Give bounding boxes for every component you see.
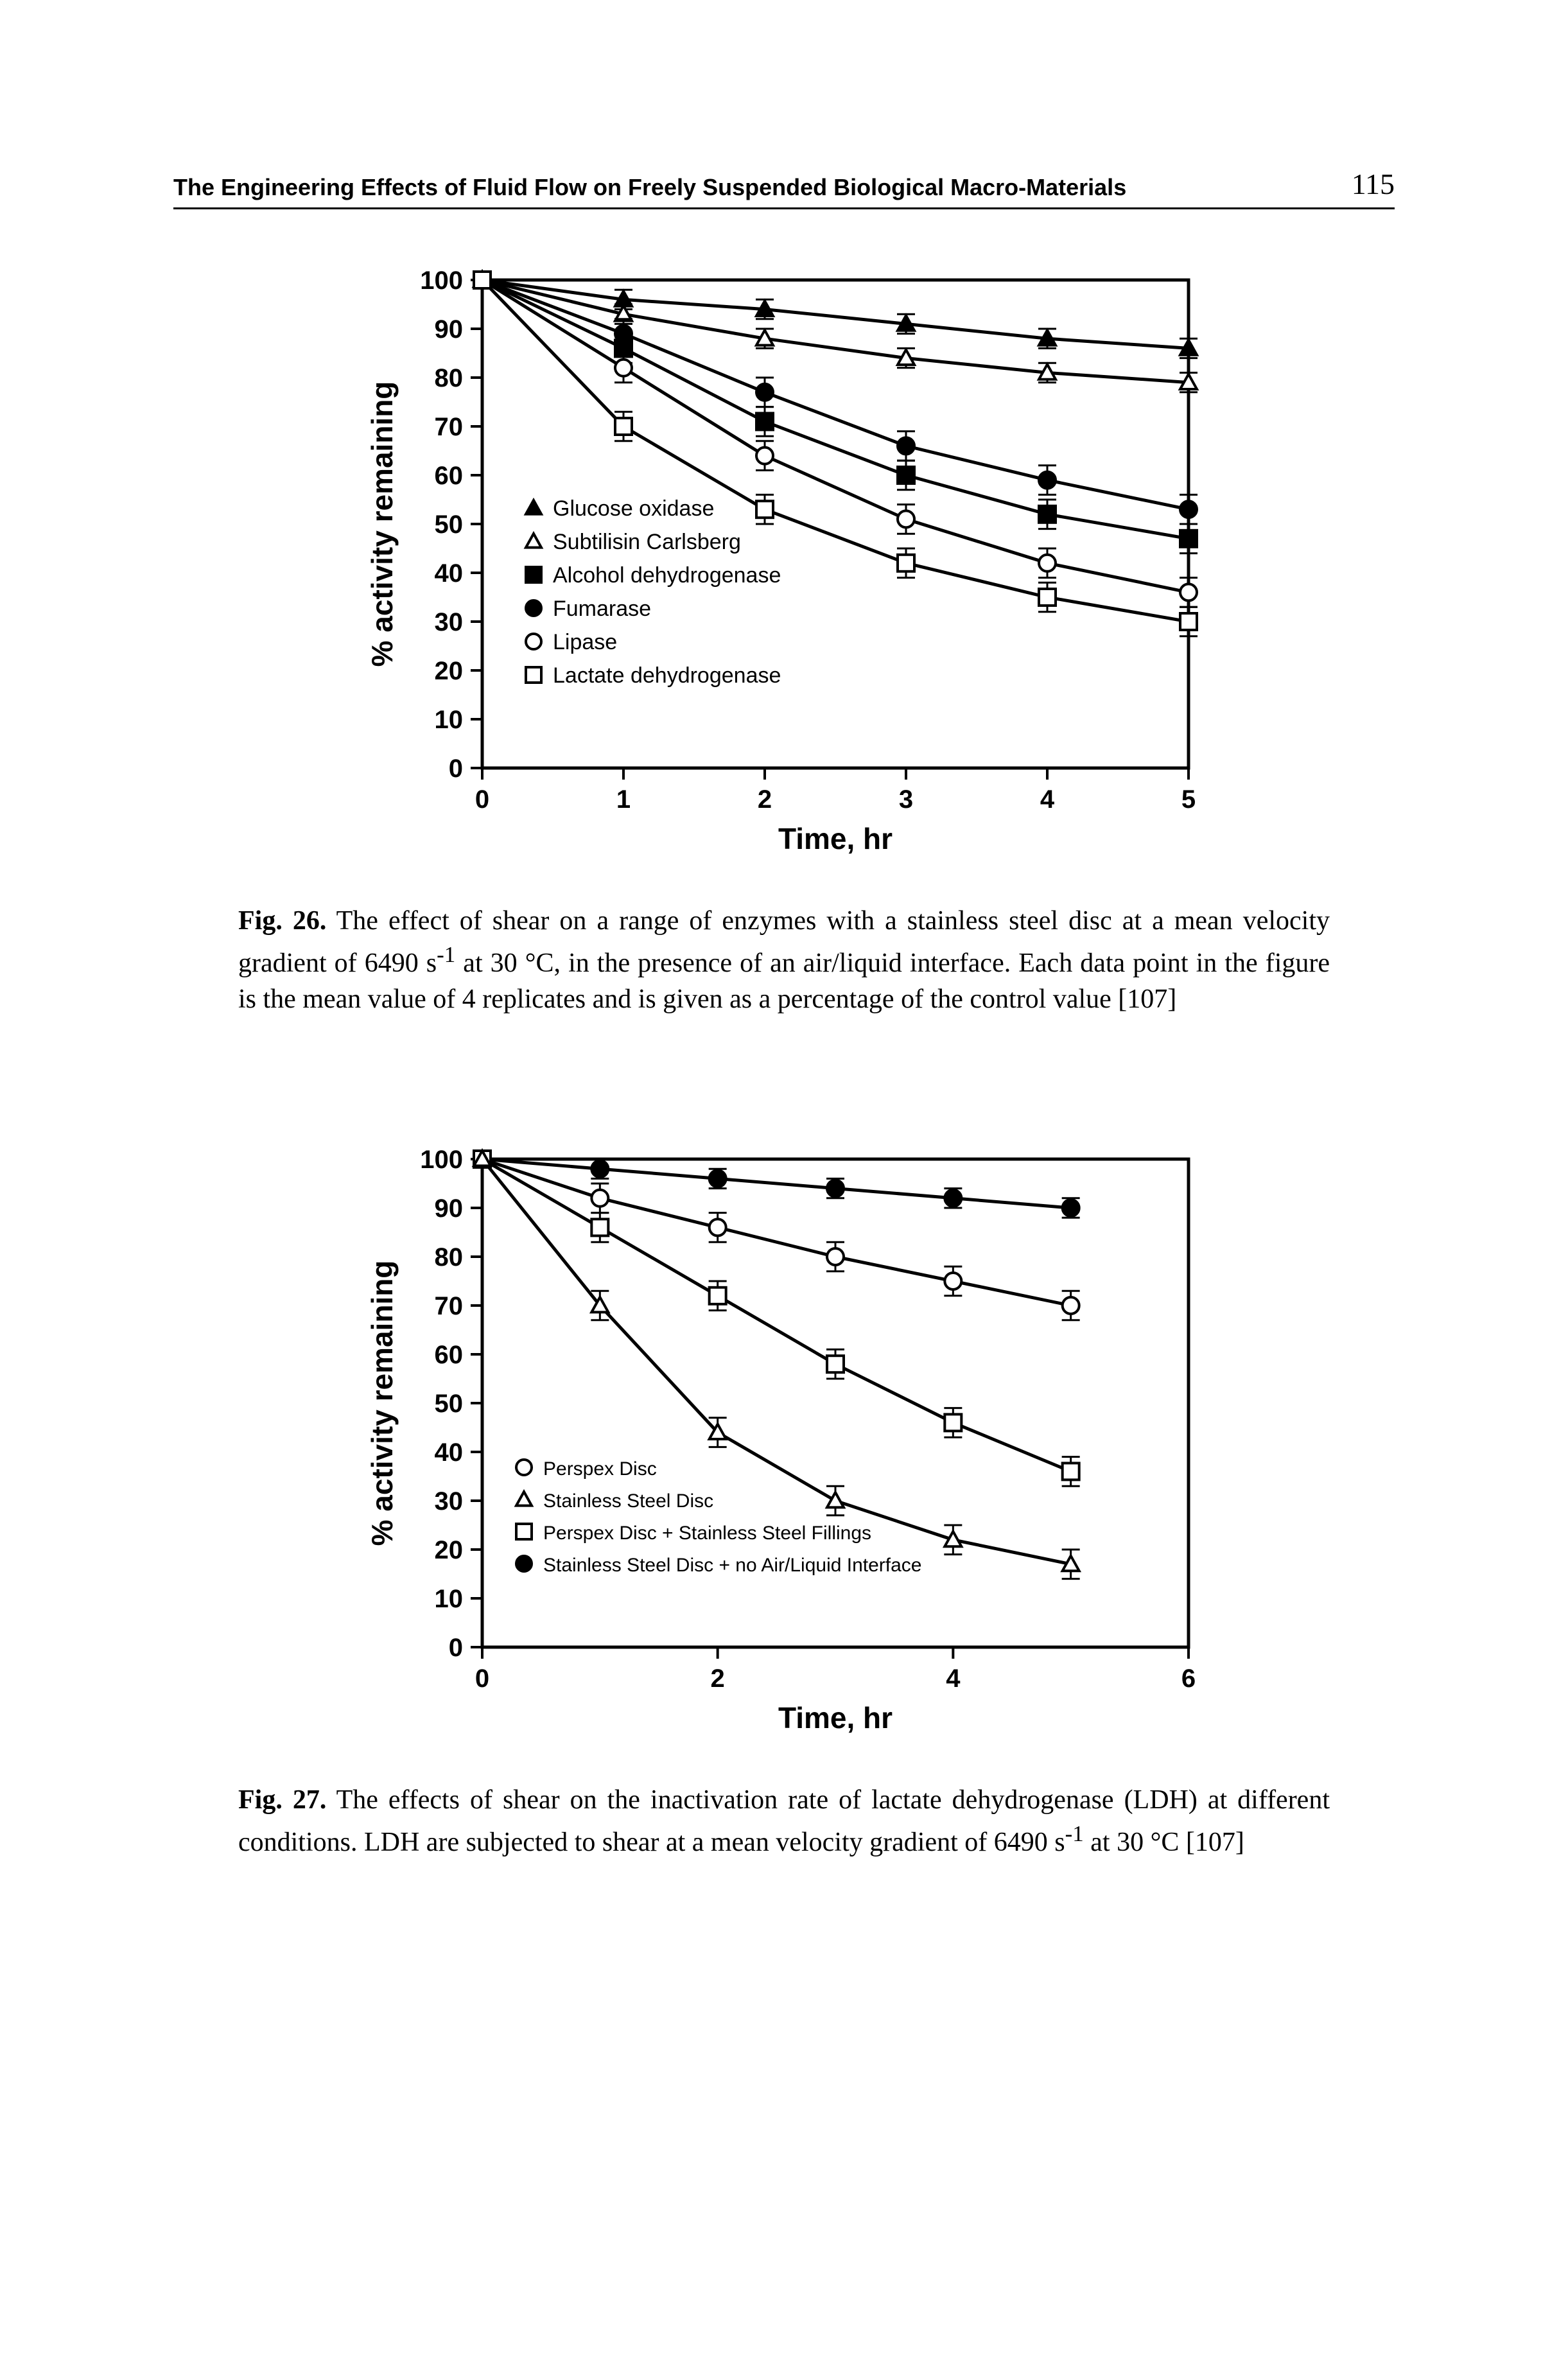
figure-27-chart: 02460102030405060708090100Time, hr% acti…	[341, 1133, 1227, 1750]
svg-text:0: 0	[475, 785, 489, 814]
svg-text:% activity remaining: % activity remaining	[365, 1261, 399, 1546]
svg-text:Fumarase: Fumarase	[553, 597, 651, 621]
svg-text:4: 4	[946, 1664, 961, 1693]
svg-text:4: 4	[1040, 785, 1055, 814]
svg-text:Perspex Disc + Stainless Steel: Perspex Disc + Stainless Steel Fillings	[543, 1523, 871, 1544]
svg-text:80: 80	[435, 364, 464, 392]
figure-26: 0123450102030405060708090100Time, hr% ac…	[238, 254, 1330, 1018]
svg-text:100: 100	[420, 1146, 463, 1174]
svg-text:Glucose oxidase: Glucose oxidase	[553, 496, 714, 521]
svg-text:100: 100	[420, 266, 463, 295]
page: The Engineering Effects of Fluid Flow on…	[0, 0, 1568, 2376]
svg-text:1: 1	[616, 785, 631, 814]
svg-text:0: 0	[475, 1664, 489, 1693]
figure-27-caption-body2: at 30 °C [107]	[1084, 1828, 1244, 1857]
svg-text:20: 20	[435, 1536, 464, 1564]
svg-text:Lactate dehydrogenase: Lactate dehydrogenase	[553, 663, 781, 688]
svg-text:% activity remaining: % activity remaining	[365, 381, 399, 667]
svg-text:Stainless Steel Disc + no Air/: Stainless Steel Disc + no Air/Liquid Int…	[543, 1555, 921, 1576]
svg-text:Alcohol dehydrogenase: Alcohol dehydrogenase	[553, 563, 781, 588]
figure-26-caption-lead: Fig. 26.	[238, 906, 326, 936]
svg-text:2: 2	[711, 1664, 725, 1693]
svg-text:40: 40	[435, 559, 464, 588]
running-head: The Engineering Effects of Fluid Flow on…	[173, 167, 1395, 209]
figure-26-caption: Fig. 26. The effect of shear on a range …	[238, 903, 1330, 1018]
svg-text:40: 40	[435, 1438, 464, 1467]
svg-text:10: 10	[435, 1585, 464, 1613]
svg-text:20: 20	[435, 657, 464, 685]
svg-text:Lipase: Lipase	[553, 630, 617, 654]
svg-text:90: 90	[435, 1194, 464, 1223]
svg-text:70: 70	[435, 413, 464, 441]
svg-text:60: 60	[435, 462, 464, 490]
figure-27-caption: Fig. 27. The effects of shear on the ina…	[238, 1782, 1330, 1860]
figure-26-chart: 0123450102030405060708090100Time, hr% ac…	[341, 254, 1227, 871]
figure-26-caption-sup: -1	[437, 942, 455, 967]
svg-text:90: 90	[435, 315, 464, 344]
svg-text:50: 50	[435, 1390, 464, 1418]
svg-text:Perspex Disc: Perspex Disc	[543, 1458, 657, 1480]
svg-text:5: 5	[1181, 785, 1196, 814]
running-title: The Engineering Effects of Fluid Flow on…	[173, 174, 1126, 201]
svg-text:30: 30	[435, 1487, 464, 1516]
svg-text:70: 70	[435, 1292, 464, 1320]
svg-text:10: 10	[435, 706, 464, 734]
figure-27-caption-sup: -1	[1065, 1821, 1084, 1846]
svg-text:30: 30	[435, 608, 464, 636]
svg-text:Time, hr: Time, hr	[778, 822, 893, 855]
svg-text:6: 6	[1181, 1664, 1196, 1693]
figure-27-caption-lead: Fig. 27.	[238, 1785, 326, 1815]
svg-text:0: 0	[449, 1634, 463, 1662]
svg-text:3: 3	[899, 785, 913, 814]
svg-text:Time, hr: Time, hr	[778, 1701, 893, 1734]
svg-text:0: 0	[449, 755, 463, 783]
svg-text:2: 2	[758, 785, 772, 814]
svg-text:Subtilisin Carlsberg: Subtilisin Carlsberg	[553, 530, 741, 554]
page-number: 115	[1352, 167, 1395, 201]
svg-text:60: 60	[435, 1341, 464, 1369]
figure-27: 02460102030405060708090100Time, hr% acti…	[238, 1133, 1330, 1860]
svg-text:Stainless Steel Disc: Stainless Steel Disc	[543, 1490, 713, 1512]
svg-text:80: 80	[435, 1243, 464, 1271]
svg-text:50: 50	[435, 511, 464, 539]
